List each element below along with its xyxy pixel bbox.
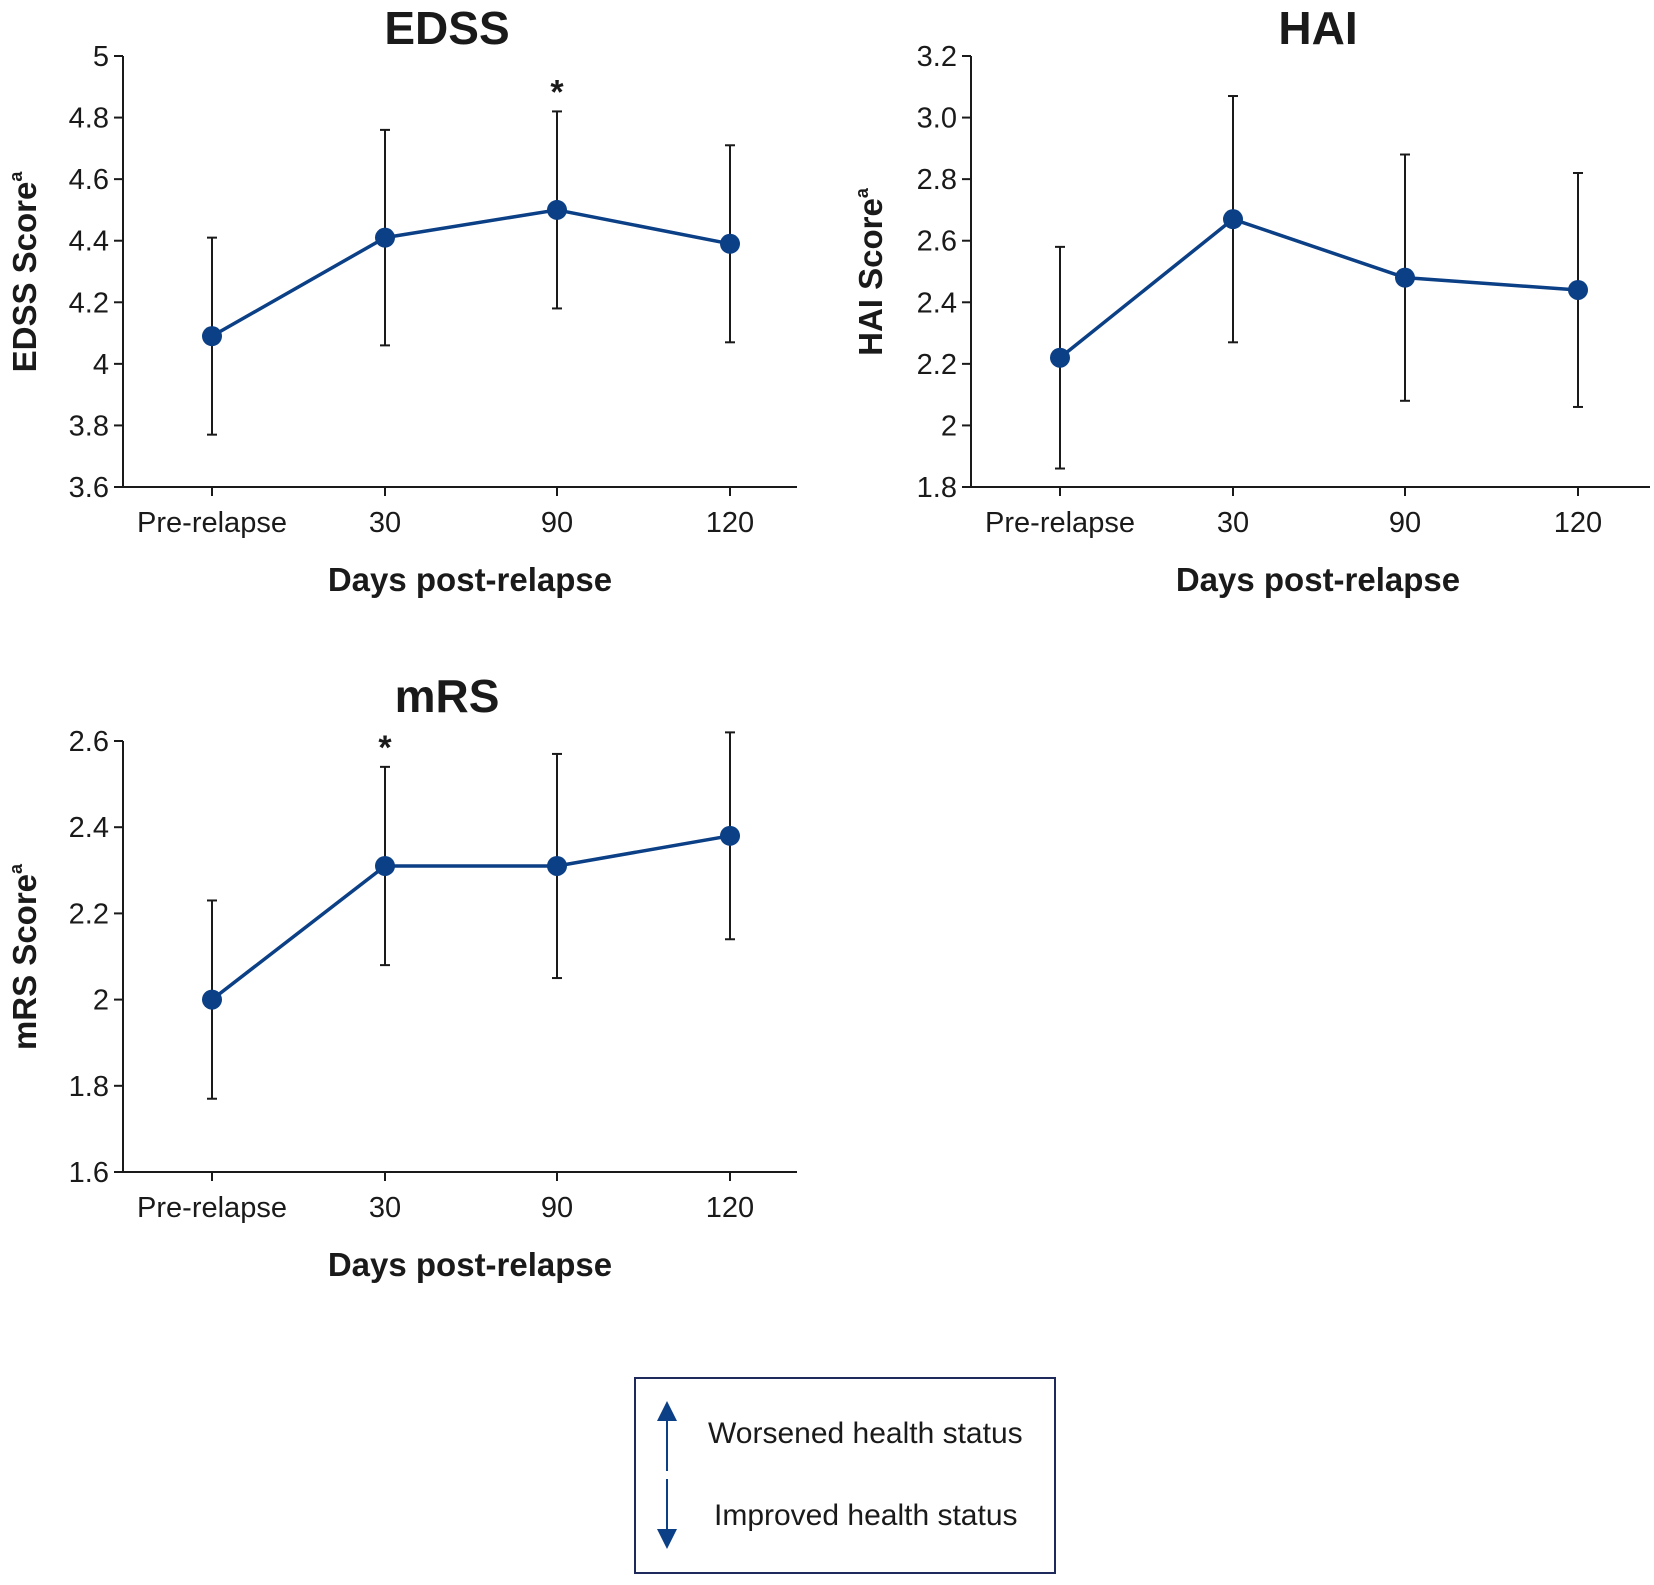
significance-marker: *	[378, 729, 392, 767]
series-line	[1058, 217, 1579, 360]
data-point	[202, 326, 222, 347]
y-tick-label: 3.8	[69, 410, 109, 442]
y-tick-label: 3.2	[917, 41, 957, 73]
data-point	[547, 855, 567, 876]
chart-edss: EDSS 3.6 3.8 4 4.2 4.4 4.6 4.8 5 Pre-relapse 30 90 1…	[6, 2, 797, 598]
x-tick-label: 90	[541, 507, 573, 539]
data-point	[547, 199, 567, 220]
x-tick-label: 30	[369, 507, 401, 539]
data-point	[375, 227, 395, 248]
y-tick-label: 2	[93, 985, 109, 1017]
y-tick-label: 3.6	[69, 472, 109, 504]
chart-title: HAI	[1278, 2, 1357, 54]
x-tick-label: 30	[369, 1192, 401, 1224]
legend-label-improved: Improved health status	[714, 1499, 1018, 1532]
y-axis-label-superscript: a	[6, 863, 26, 874]
x-tick-label: 90	[541, 1192, 573, 1224]
y-axis-label: mRS Scorea	[6, 863, 43, 1050]
legend-item-improved: Improved health status	[656, 1479, 1036, 1549]
data-point	[1223, 209, 1243, 230]
x-tick-label: Pre-relapse	[137, 1192, 287, 1224]
y-tick-label: 1.8	[917, 472, 957, 504]
series-line	[210, 834, 731, 1001]
y-tick-label: 3.0	[917, 103, 957, 135]
legend-label-worsened: Worsened health status	[708, 1417, 1023, 1450]
series-line	[211, 208, 731, 338]
x-axis-label: Days post-relapse	[328, 561, 612, 598]
x-tick-label: Pre-relapse	[137, 507, 287, 539]
chart-hai: HAI 1.8 2 2.2 2.4 2.6 2.8 3.0 3.2 Pre-relapse 30 90…	[852, 2, 1650, 598]
y-tick-label: 2.4	[69, 812, 109, 844]
data-point	[1568, 279, 1588, 300]
x-tick-label: 120	[1554, 507, 1602, 539]
y-tick-label: 5	[93, 41, 109, 73]
y-tick-label: 1.8	[69, 1071, 109, 1103]
y-tick-label: 2.6	[69, 726, 109, 758]
y-axis-label-text: mRS Score	[6, 874, 43, 1050]
data-point	[720, 825, 740, 846]
chart-mrs: mRS 1.6 1.8 2 2.2 2.4 2.6 Pre-relapse 30 90 120 Day…	[6, 670, 797, 1283]
y-tick-label: 2.8	[917, 164, 957, 196]
legend: Worsened health status Improved health s…	[634, 1377, 1056, 1574]
y-tick-label: 4.2	[69, 287, 109, 319]
legend-item-worsened: Worsened health status	[656, 1401, 1036, 1471]
significance-marker: *	[550, 73, 564, 111]
y-axis-label-text: EDSS Score	[6, 182, 43, 373]
y-tick-label: 2.6	[917, 226, 957, 258]
x-tick-label: 30	[1217, 507, 1249, 539]
y-axis-label-superscript: a	[6, 171, 26, 182]
y-axis-label-text: HAI Score	[852, 198, 889, 356]
y-tick-label: 2.4	[917, 287, 957, 319]
y-tick-label: 2.2	[69, 898, 109, 930]
data-point	[1050, 347, 1070, 368]
y-axis-label: EDSS Scorea	[6, 171, 43, 373]
arrow-down-icon	[657, 1479, 677, 1549]
y-axis-label-superscript: a	[852, 187, 872, 198]
y-tick-label: 4	[93, 349, 109, 381]
x-tick-label: 120	[706, 1192, 754, 1224]
x-tick-label: 120	[706, 507, 754, 539]
y-tick-label: 1.6	[69, 1157, 109, 1189]
x-axis-label: Days post-relapse	[1176, 561, 1460, 598]
x-axis-label: Days post-relapse	[328, 1246, 612, 1283]
data-point	[375, 855, 395, 876]
y-tick-label: 2	[941, 410, 957, 442]
data-point	[1395, 267, 1415, 288]
y-axis-label: HAI Scorea	[852, 187, 889, 356]
x-tick-label: Pre-relapse	[985, 507, 1135, 539]
y-tick-label: 2.2	[917, 349, 957, 381]
data-point	[202, 989, 222, 1010]
x-tick-label: 90	[1389, 507, 1421, 539]
y-tick-label: 4.4	[69, 226, 109, 258]
y-tick-label: 4.6	[69, 164, 109, 196]
y-tick-label: 4.8	[69, 103, 109, 135]
data-point	[720, 233, 740, 254]
chart-title: EDSS	[384, 2, 509, 54]
arrow-up-icon	[657, 1401, 677, 1471]
chart-title: mRS	[395, 670, 500, 722]
